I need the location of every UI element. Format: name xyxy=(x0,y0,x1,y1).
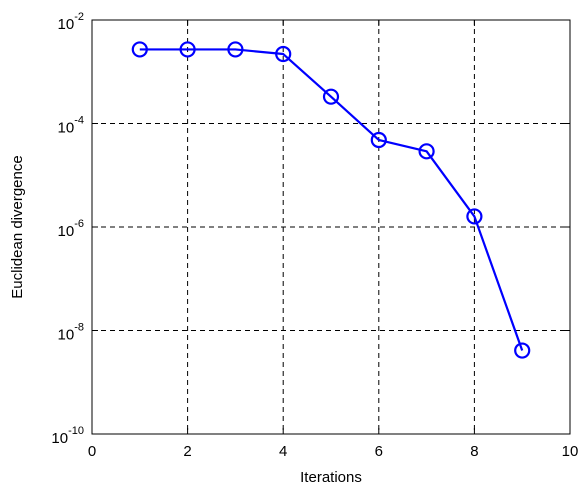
data-point xyxy=(514,342,531,359)
y-tick-label-base: 10 xyxy=(58,327,75,344)
y-tick-label-exponent: -6 xyxy=(74,218,84,230)
x-axis-label: Iterations xyxy=(300,469,362,486)
grid-layer xyxy=(92,20,570,434)
data-point xyxy=(179,41,196,58)
x-tick-label: 2 xyxy=(183,443,191,460)
x-tick-label: 0 xyxy=(88,443,96,460)
data-point xyxy=(370,131,387,149)
y-tick-label-base: 10 xyxy=(58,16,75,33)
y-tick-label-exponent: -2 xyxy=(74,11,84,23)
data-point xyxy=(275,45,292,63)
data-point xyxy=(131,41,148,58)
y-tick-label-exponent: -4 xyxy=(74,115,84,127)
y-tick-label: 10-8 xyxy=(58,322,84,344)
y-tick-label-base: 10 xyxy=(58,223,75,240)
y-tick-label: 10-2 xyxy=(58,11,84,33)
y-tick-label-base: 10 xyxy=(51,430,68,447)
data-point xyxy=(227,41,244,58)
x-tick-label: 10 xyxy=(562,443,579,460)
y-tick-label: 10-10 xyxy=(51,425,84,447)
y-tick-label-base: 10 xyxy=(58,120,75,137)
x-tick-label: 8 xyxy=(470,443,478,460)
y-tick-label-exponent: -10 xyxy=(68,425,84,437)
data-point xyxy=(322,88,340,105)
data-point xyxy=(466,208,483,225)
series-layer xyxy=(131,41,531,359)
x-tick-label: 6 xyxy=(375,443,383,460)
y-axis-label: Euclidean divergence xyxy=(9,155,26,298)
x-tick-label: 4 xyxy=(279,443,287,460)
y-tick-label: 10-6 xyxy=(58,218,84,240)
y-tick-label-exponent: -8 xyxy=(74,322,84,334)
y-tick-label: 10-4 xyxy=(58,115,84,137)
data-point xyxy=(418,143,435,160)
series-line xyxy=(139,48,524,351)
